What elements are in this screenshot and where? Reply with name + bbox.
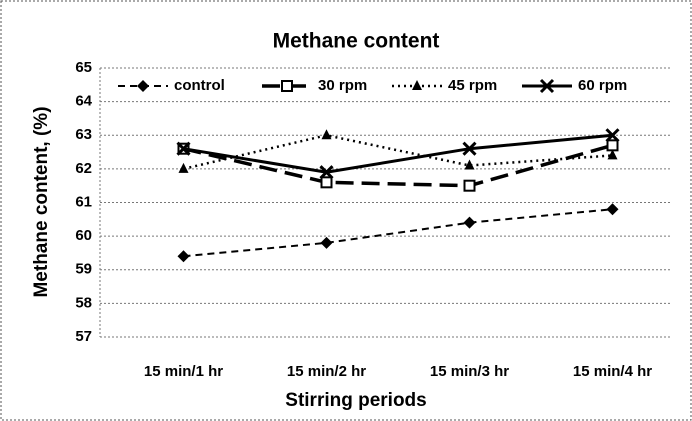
marker [177, 250, 190, 263]
y-axis-label: Methane content, (%) [31, 106, 52, 297]
x-tick-label: 15 min/3 hr [430, 363, 509, 380]
y-tick-label: 60 [75, 227, 92, 244]
y-tick-label: 59 [75, 261, 92, 278]
series-line [183, 133, 613, 174]
marker [176, 141, 191, 156]
marker [281, 80, 293, 92]
y-tick-label: 65 [75, 59, 92, 76]
y-tick-label: 63 [75, 126, 92, 143]
y-tick-label: 64 [75, 93, 92, 110]
legend-label: 30 rpm [318, 77, 367, 94]
x-tick-label: 15 min/2 hr [287, 363, 366, 380]
y-tick-label: 57 [75, 328, 92, 345]
x-tick-label: 15 min/4 hr [573, 363, 652, 380]
marker [539, 78, 555, 94]
marker [462, 141, 477, 156]
marker [605, 128, 620, 143]
legend-label: 60 rpm [578, 77, 627, 94]
marker [412, 80, 422, 90]
legend-label: 45 rpm [448, 77, 497, 94]
marker [463, 216, 476, 229]
marker [464, 159, 475, 170]
x-tick-label: 15 min/1 hr [144, 363, 223, 380]
marker [607, 149, 618, 160]
series-line [183, 133, 613, 171]
marker [137, 80, 149, 92]
y-tick-label: 62 [75, 160, 92, 177]
marker [178, 162, 189, 173]
legend-label: control [174, 77, 225, 94]
y-tick-label: 58 [75, 294, 92, 311]
chart-title: Methane content [273, 30, 440, 53]
x-axis-label: Stirring periods [285, 390, 426, 411]
marker [606, 203, 619, 216]
marker [319, 165, 334, 180]
y-tick-label: 61 [75, 193, 92, 210]
series-line [183, 143, 613, 188]
marker [321, 129, 332, 140]
marker [320, 176, 333, 189]
marker [320, 236, 333, 249]
marker [606, 139, 619, 152]
marker [463, 179, 476, 192]
